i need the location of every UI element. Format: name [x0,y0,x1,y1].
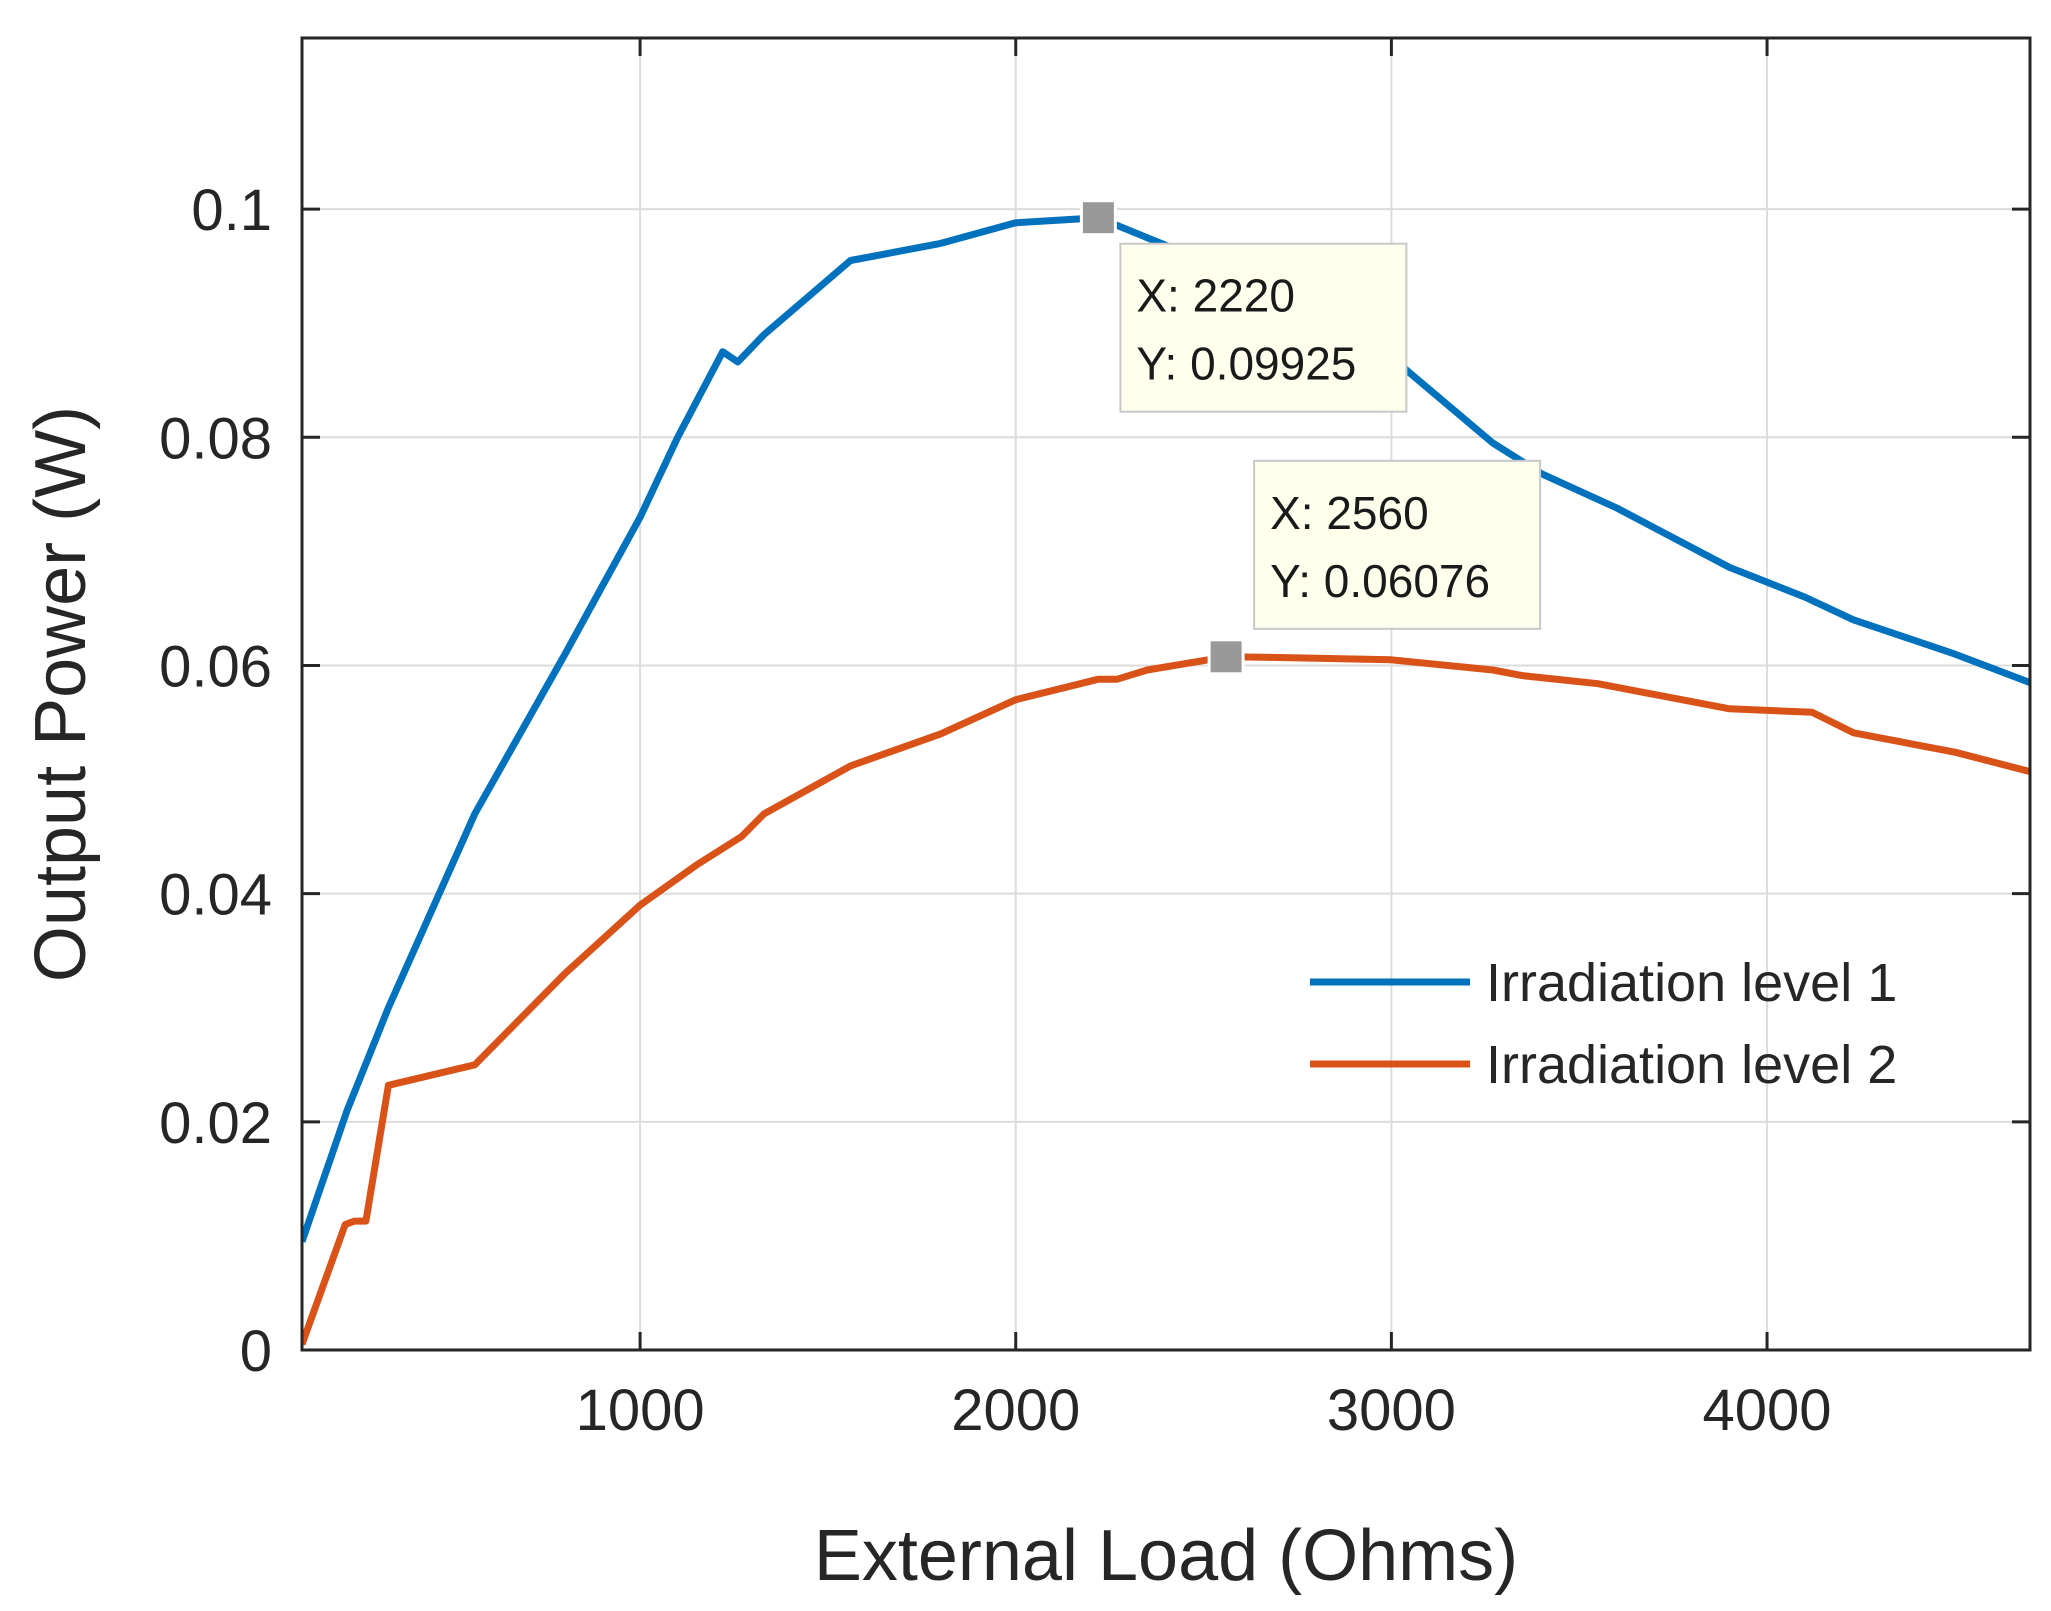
plot-frame [300,36,2032,1352]
series-line-1 [302,214,2030,1243]
legend-label: Irradiation level 1 [1486,953,1897,1013]
y-axis-title: Output Power (W) [21,406,101,982]
datatip-y-value: Y: 0.09925 [1136,338,1356,390]
axis-tick-labels: 1000 2000 3000 4000 0 0.02 0.04 0.06 0.08 0.1 [159,178,1831,1443]
datatips: X: 2220 Y: 0.09925 X: 2560 Y: 0.06076 [1079,199,1542,676]
legend-label: Irradiation level 2 [1486,1035,1897,1095]
datatip-x-value: X: 2220 [1136,270,1295,322]
series-line-2 [302,653,2030,1346]
legend-item[interactable]: Irradiation level 1 [1310,953,1897,1013]
legend[interactable]: Irradiation level 1 Irradiation level 2 [1310,953,1897,1095]
datatip[interactable]: X: 2220 Y: 0.09925 [1079,199,1408,413]
x-tick-label: 4000 [1703,1378,1832,1443]
x-tick-label: 2000 [951,1378,1080,1443]
datatip-marker[interactable] [1079,199,1117,237]
x-tick-label: 3000 [1327,1378,1456,1443]
y-tick-label: 0 [240,1319,272,1384]
x-axis-title: External Load (Ohms) [814,1516,1518,1596]
datatip[interactable]: X: 2560 Y: 0.06076 [1207,459,1542,676]
datatip-marker[interactable] [1207,638,1245,676]
y-tick-label: 0.1 [191,178,272,243]
datatip-y-value: Y: 0.06076 [1270,555,1490,607]
datatip-box [1119,242,1408,413]
series-layer [302,214,2030,1346]
y-tick-label: 0.02 [159,1091,272,1156]
legend-item[interactable]: Irradiation level 2 [1310,1035,1897,1095]
axis-ticks [302,38,2030,1352]
datatip-box [1253,459,1542,630]
y-tick-label: 0.08 [159,406,272,471]
y-tick-label: 0.06 [159,634,272,699]
datatip-x-value: X: 2560 [1270,487,1429,539]
y-tick-label: 0.04 [159,863,272,928]
x-tick-label: 1000 [576,1378,705,1443]
